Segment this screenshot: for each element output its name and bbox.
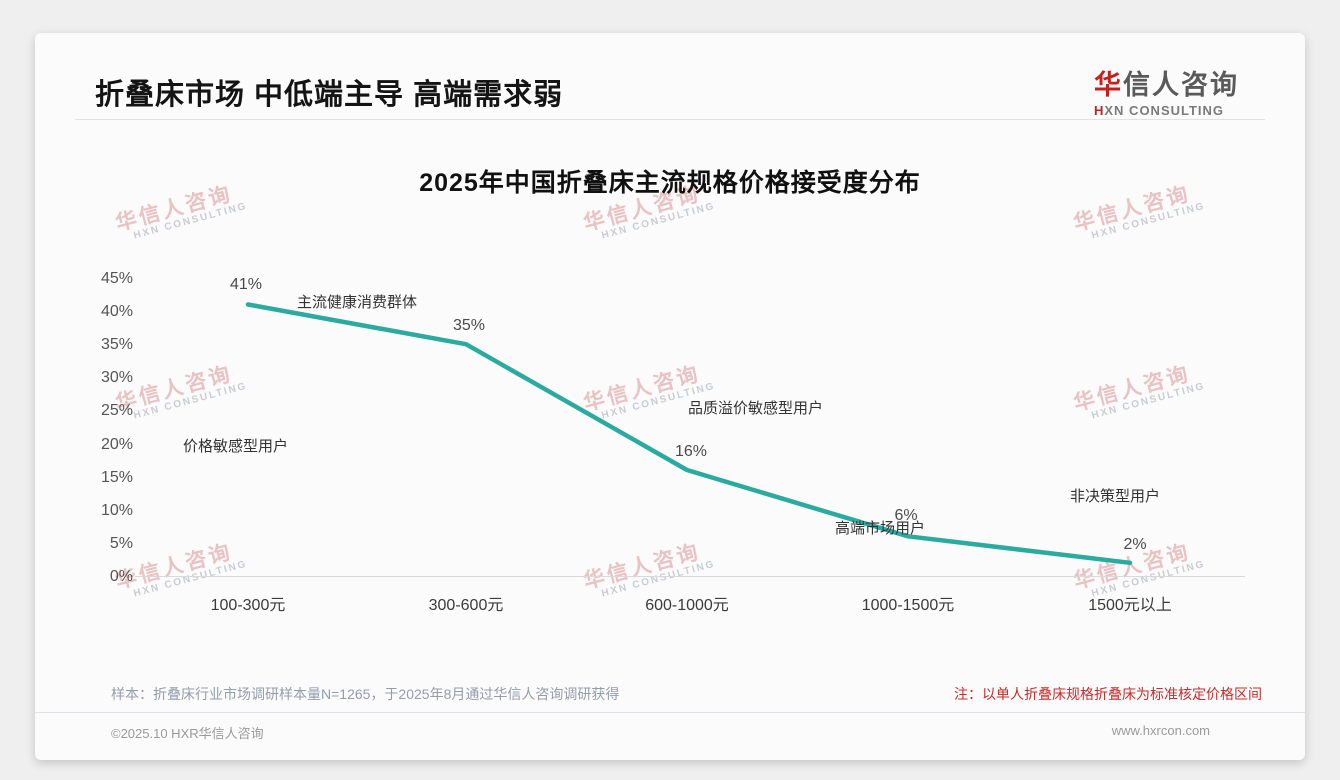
website-url: www.hxrcon.com xyxy=(1111,723,1210,738)
watermark: 华信人咨询 HXN CONSULTING xyxy=(113,353,277,426)
y-tick-label: 30% xyxy=(100,369,133,386)
watermark-en-text: HXN CONSULTING xyxy=(600,200,717,242)
logo-en-first-char: H xyxy=(1094,103,1105,118)
data-label: 41% xyxy=(229,276,263,293)
y-tick-label: 10% xyxy=(100,502,133,519)
data-label: 35% xyxy=(452,317,486,334)
logo-cn-rest: 信人咨询 xyxy=(1123,70,1239,100)
copyright-text: ©2025.10 HXR华信人咨询 xyxy=(111,726,264,741)
y-tick-label: 40% xyxy=(100,303,133,320)
x-tick-label: 1000-1500元 xyxy=(861,597,955,614)
chart-title: 2025年中国折叠床主流规格价格接受度分布 xyxy=(419,169,921,197)
watermark-cn-text: 华信人咨询 xyxy=(1071,362,1194,416)
annotation-highend-market-users: 高端市场用户 xyxy=(835,520,926,537)
watermark-cn-text: 华信人咨询 xyxy=(113,362,236,416)
watermark-en-text: HXN CONSULTING xyxy=(132,200,249,242)
x-axis-line xyxy=(135,576,1245,577)
watermark-cn-text: 华信人咨询 xyxy=(113,540,236,594)
y-tick-label: 5% xyxy=(109,535,133,552)
x-tick-label: 1500元以上 xyxy=(1088,597,1172,614)
y-tick-label: 45% xyxy=(100,270,133,287)
annotation-nondecision-users: 非决策型用户 xyxy=(1070,488,1161,505)
sample-note: 样本：折叠床行业市场调研样本量N=1265，于2025年8月通过华信人咨询调研获… xyxy=(111,686,620,702)
y-tick-label: 15% xyxy=(100,469,133,486)
methodology-note: 注：以单人折叠床规格折叠床为标准核定价格区间 xyxy=(954,686,1262,702)
y-tick-label: 35% xyxy=(100,336,133,353)
x-tick-label: 100-300元 xyxy=(210,597,286,614)
watermark-en-text: HXN CONSULTING xyxy=(1090,380,1207,422)
logo-en-rest: XN CONSULTING xyxy=(1104,103,1225,118)
watermark-cn-text: 华信人咨询 xyxy=(581,540,704,594)
data-label: 2% xyxy=(1123,536,1147,553)
logo-en: HXN CONSULTING xyxy=(1094,103,1239,118)
annotation-mainstream-consumers: 主流健康消费群体 xyxy=(297,294,418,311)
header-divider xyxy=(75,119,1265,120)
x-tick-label: 600-1000元 xyxy=(645,597,729,614)
y-tick-label: 25% xyxy=(100,402,133,419)
slide-card: 华信人咨询 HXN CONSULTING 华信人咨询 HXN CONSULTIN… xyxy=(35,33,1305,760)
annotation-price-sensitive-users: 价格敏感型用户 xyxy=(183,438,289,455)
watermark-en-text: HXN CONSULTING xyxy=(132,380,249,422)
y-tick-label: 0% xyxy=(109,568,133,585)
annotation-quality-premium-users: 品质溢价敏感型用户 xyxy=(688,400,824,417)
page-title: 折叠床市场 中低端主导 高端需求弱 xyxy=(95,79,564,111)
watermark: 华信人咨询 HXN CONSULTING xyxy=(1071,353,1235,426)
data-label: 16% xyxy=(674,443,708,460)
y-tick-label: 20% xyxy=(100,436,133,453)
x-tick-label: 300-600元 xyxy=(428,597,504,614)
data-label: 6% xyxy=(894,507,918,524)
logo-cn: 华信人咨询 xyxy=(1094,63,1239,102)
line-chart-svg xyxy=(245,302,1133,566)
acceptance-line xyxy=(245,302,1133,566)
watermark-en-text: HXN CONSULTING xyxy=(1090,200,1207,242)
footer-divider xyxy=(35,712,1305,713)
logo-cn-first-char: 华 xyxy=(1094,70,1123,100)
company-logo: 华信人咨询 HXN CONSULTING xyxy=(1094,63,1239,118)
